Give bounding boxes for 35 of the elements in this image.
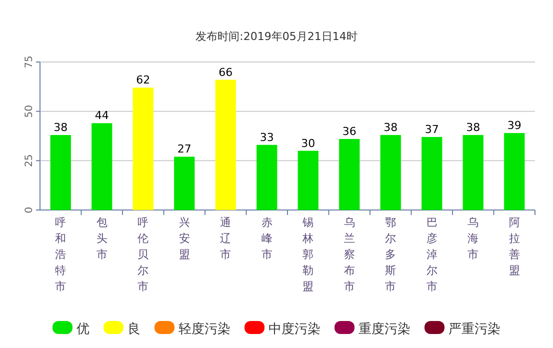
y-tick-label: 25: [24, 154, 35, 168]
x-tick-label: 通辽市: [220, 216, 232, 261]
data-label: 30: [301, 136, 316, 150]
x-tick-label: 乌兰察布市: [344, 216, 355, 293]
y-tick-label: 0: [24, 206, 35, 214]
x-tick-label: 赤峰市: [261, 216, 272, 261]
x-tick-label: 阿拉善盟: [508, 216, 520, 277]
data-label: 38: [466, 121, 480, 134]
data-label: 38: [54, 121, 68, 134]
legend-label: 重度污染: [358, 321, 410, 337]
data-label: 36: [342, 124, 356, 138]
x-tick-label: 乌海市: [468, 216, 479, 261]
legend-label: 严重污染: [448, 322, 500, 337]
x-tick-label: 呼伦贝尔市: [138, 216, 149, 293]
x-tick-label: 巴彦淖尔市: [426, 216, 438, 293]
x-tick-label: 包头市: [96, 216, 108, 261]
legend-label: 优: [76, 322, 90, 337]
data-label: 44: [94, 109, 109, 122]
x-tick-label: 兴安盟: [178, 216, 190, 261]
y-tick-label: 50: [24, 104, 35, 118]
data-label: 62: [136, 74, 150, 87]
data-label: 37: [424, 122, 439, 136]
y-tick-label: 75: [24, 56, 35, 68]
legend-label: 良: [128, 322, 140, 337]
chart-title: 发布时间:2019年05月21日14时: [196, 30, 358, 43]
x-tick-label: 呼和浩特市: [55, 216, 66, 293]
data-label: 33: [260, 130, 274, 144]
legend-label: 轻度污染: [178, 321, 230, 337]
data-label: 39: [507, 119, 522, 132]
data-label: 66: [218, 66, 233, 79]
data-label: 27: [177, 142, 192, 156]
legend-label: 中度污染: [268, 321, 320, 337]
x-tick-label: 鄂尔多斯市: [385, 216, 396, 293]
x-tick-label: 锡林郭勒盟: [302, 216, 314, 293]
data-label: 38: [384, 121, 398, 134]
